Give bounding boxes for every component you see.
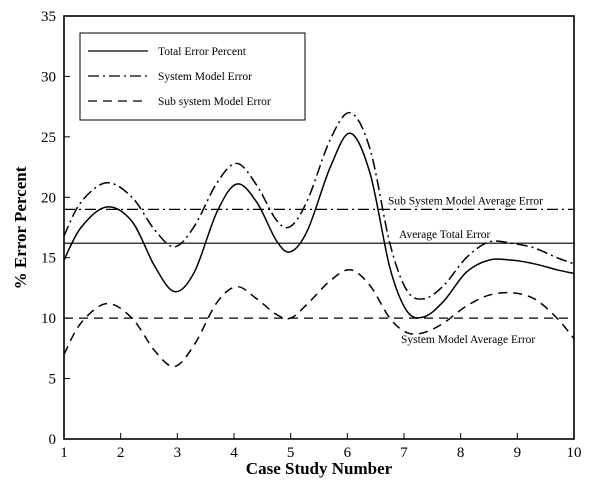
x-tick-label: 9	[514, 445, 522, 461]
x-tick-label: 4	[230, 445, 238, 461]
annotation-average-total-error: Average Total Error	[399, 229, 491, 241]
annotation-system-model-average-error: System Model Average Error	[401, 334, 535, 346]
axis-ticks	[63, 15, 575, 440]
x-tick-label: 5	[287, 445, 295, 461]
x-tick-label: 6	[344, 445, 352, 461]
series-line-sub-system-model-error	[63, 269, 575, 368]
y-tick-label: 20	[41, 190, 56, 206]
y-tick-label: 0	[49, 432, 57, 448]
legend-label-sub-system-model-error: Sub system Model Error	[158, 96, 271, 108]
axis-tick-labels: 1 2 3 4 5 6 7 8 9 10 0 5 10 15 20 25 30 35	[41, 9, 582, 461]
x-tick-label: 7	[400, 445, 408, 461]
x-tick-label: 1	[60, 445, 68, 461]
reference-line-labels: Sub System Model Average Error Average To…	[388, 195, 543, 346]
legend: Total Error Percent System Model Error Sub…	[79, 32, 306, 121]
legend-label-system-model-error: System Model Error	[158, 71, 252, 83]
plot-lines	[63, 111, 575, 368]
y-tick-label: 25	[41, 130, 56, 146]
x-tick-label: 3	[174, 445, 182, 461]
y-tick-label: 5	[49, 372, 57, 388]
legend-label-total-error-percent: Total Error Percent	[158, 46, 247, 58]
y-axis-title: % Error Percent	[11, 166, 30, 289]
x-tick-label: 2	[117, 445, 125, 461]
y-tick-label: 15	[41, 251, 56, 267]
x-tick-label: 8	[457, 445, 465, 461]
y-tick-label: 30	[41, 69, 56, 85]
legend-items: Total Error Percent System Model Error Sub…	[88, 46, 271, 108]
annotation-sub-system-model-average-error: Sub System Model Average Error	[388, 195, 543, 207]
plot-frame	[63, 15, 575, 440]
y-tick-label: 10	[41, 311, 56, 327]
reference-lines	[64, 208, 574, 319]
series-line-total-error-percent	[63, 132, 575, 319]
x-tick-label: 10	[567, 445, 582, 461]
x-axis-title: Case Study Number	[246, 459, 393, 478]
y-tick-label: 35	[41, 9, 56, 25]
